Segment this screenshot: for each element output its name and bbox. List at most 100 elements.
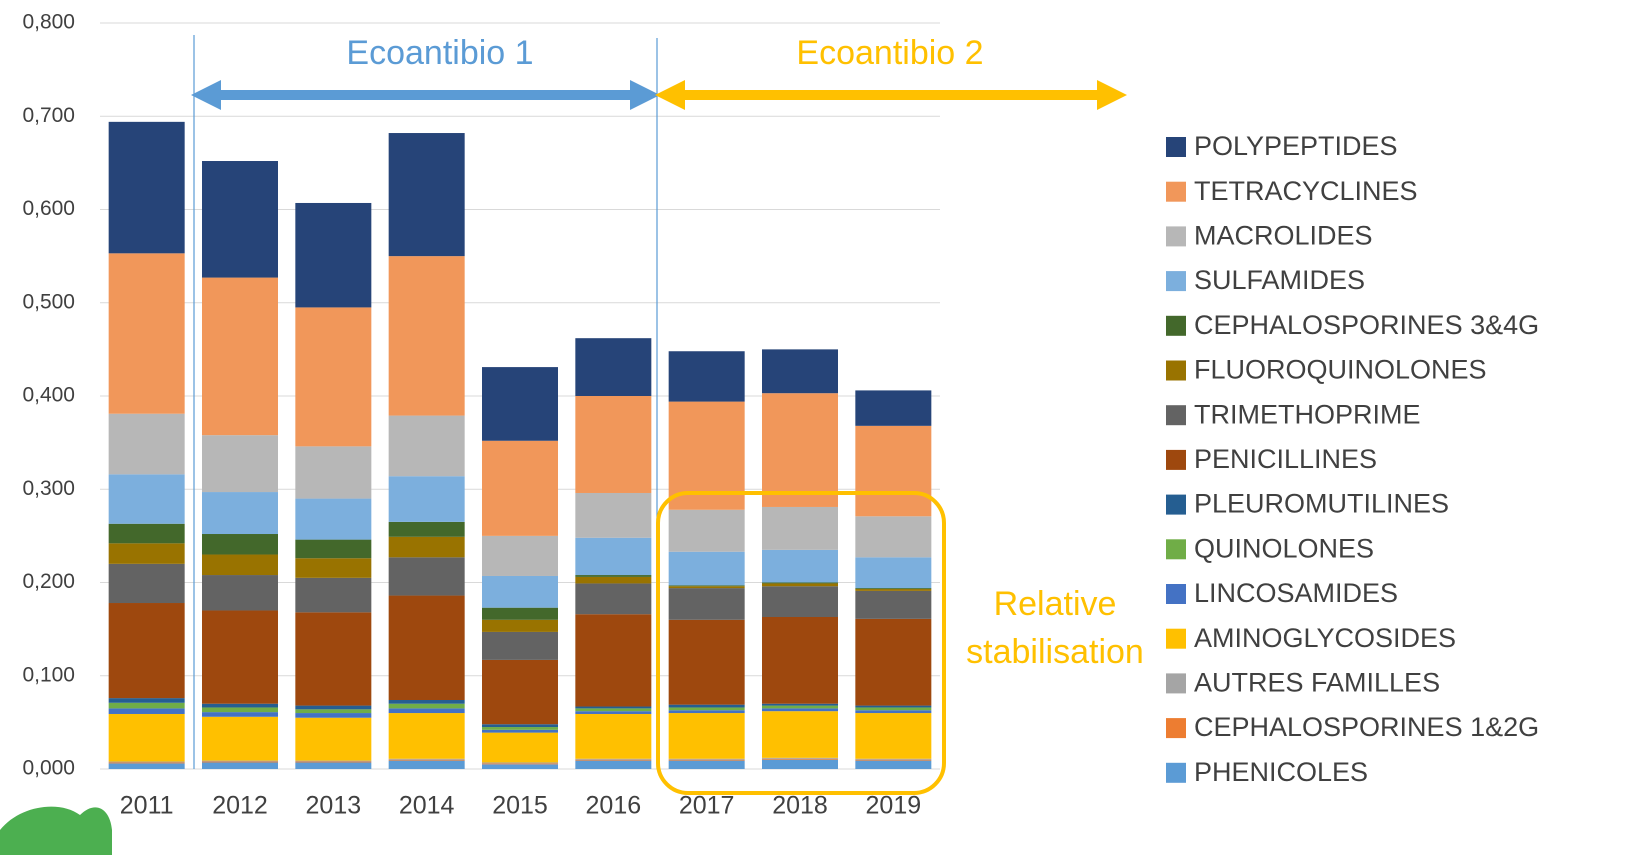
bar-segment: [388, 759, 465, 761]
bar-segment: [762, 582, 838, 584]
bar-segment: [108, 253, 185, 414]
bar-segment: [295, 713, 372, 718]
bar-segment: [575, 614, 652, 707]
bar-segment: [202, 761, 278, 763]
bar-segment: [108, 713, 185, 762]
bar-segment: [388, 476, 465, 522]
bar-segment: [668, 710, 745, 714]
bar-segment: [202, 161, 278, 278]
bar-segment: [668, 551, 745, 586]
bar-segment: [108, 523, 185, 544]
bar-segment: [855, 618, 932, 706]
bar-segment: [388, 557, 465, 596]
bar-segment: [388, 703, 465, 709]
legend-label: SULFAMIDES: [1194, 265, 1365, 295]
bar-segment: [668, 509, 745, 552]
bar-segment: [202, 575, 278, 611]
bar-segment: [482, 764, 558, 769]
bar-segment: [202, 610, 278, 704]
y-tick-label: 0,800: [22, 11, 75, 34]
bar-segment: [108, 413, 185, 475]
bar-segment: [388, 595, 465, 700]
y-tick-label: 0,300: [22, 477, 75, 500]
legend-label: AMINOGLYCOSIDES: [1194, 623, 1456, 653]
y-tick-label: 0,000: [22, 757, 75, 780]
x-tick-label: 2014: [399, 792, 455, 820]
x-tick-label: 2015: [492, 792, 548, 820]
bar-segment: [482, 727, 558, 730]
legend-swatch: [1166, 181, 1186, 202]
bar-segment: [762, 708, 838, 712]
bar-segment: [108, 708, 185, 714]
legend-swatch: [1166, 718, 1186, 739]
bar-segment: [108, 698, 185, 703]
bar-segment: [575, 583, 652, 615]
bar-segment: [482, 440, 558, 536]
legend-label: AUTRES FAMILLES: [1194, 668, 1440, 698]
bar-segment: [295, 539, 372, 559]
legend: PHENICOLES CEPHALOSPORINES 1&2G AUTRES FAM…: [1166, 131, 1539, 787]
bar-segment: [762, 349, 838, 394]
x-tick-label: 2017: [679, 792, 735, 820]
bar-segment: [388, 133, 465, 257]
bar-segment: [575, 713, 652, 759]
bar-segment: [295, 446, 372, 499]
bar-segment: [388, 699, 465, 704]
legend-label: FLUOROQUINOLONES: [1194, 355, 1487, 385]
bar-segment: [482, 535, 558, 576]
bar-segment: [202, 554, 278, 576]
bar-segment: [575, 537, 652, 576]
legend-label: TRIMETHOPRIME: [1194, 399, 1421, 429]
bar-segment: [388, 708, 465, 714]
bar-segment: [202, 712, 278, 717]
annotation: Ecoantibio 1: [346, 34, 533, 72]
bar-segment: [295, 558, 372, 578]
bar-segment: [855, 759, 932, 761]
bar-segment: [575, 396, 652, 493]
x-tick-label: 2013: [306, 792, 362, 820]
bar-segment: [202, 762, 278, 769]
bar-segment: [855, 707, 932, 711]
bar-segment: [855, 588, 932, 590]
bar-segment: [295, 202, 372, 308]
bar-segment: [388, 713, 465, 759]
bar-segment: [388, 521, 465, 537]
legend-label: CEPHALOSPORINES 3&4G: [1194, 310, 1539, 340]
bar-segment: [762, 586, 838, 618]
bar-segment: [295, 498, 372, 540]
bar-segment: [855, 710, 932, 714]
bar-segment: [482, 607, 558, 620]
bars: 2011 2012 2013 2014 2015 2016 2017 2018 2019: [108, 121, 932, 820]
bar-segment: [202, 716, 278, 761]
legend-swatch: [1166, 226, 1186, 247]
legend-label: PENICILLINES: [1194, 444, 1377, 474]
bar-segment: [388, 760, 465, 769]
bar-segment: [855, 516, 932, 558]
bar-segment: [668, 713, 745, 759]
bar-segment: [108, 543, 185, 564]
bar-segment: [295, 760, 372, 762]
bar-segment: [668, 704, 745, 708]
bar-segment: [668, 759, 745, 761]
y-tick-label: 0,100: [22, 663, 75, 686]
legend-swatch: [1166, 628, 1186, 649]
bar-segment: [762, 758, 838, 760]
highlight-box: [656, 491, 946, 795]
x-tick-label: 2019: [866, 792, 922, 820]
legend-swatch: [1166, 360, 1186, 381]
bar-segment: [482, 762, 558, 764]
bar-segment: [202, 703, 278, 708]
bar-segment: [388, 536, 465, 558]
legend-label: QUINOLONES: [1194, 533, 1374, 563]
bar-segment: [295, 705, 372, 710]
logo-decoration: [0, 806, 112, 855]
bar-segment: [388, 758, 465, 760]
bar-segment: [108, 474, 185, 524]
legend-swatch: [1166, 315, 1186, 336]
bar-segment: [482, 575, 558, 608]
x-tick-label: 2011: [120, 792, 174, 820]
bar-segment: [482, 631, 558, 660]
bar-segment: [482, 732, 558, 763]
bar-segment: [295, 577, 372, 613]
